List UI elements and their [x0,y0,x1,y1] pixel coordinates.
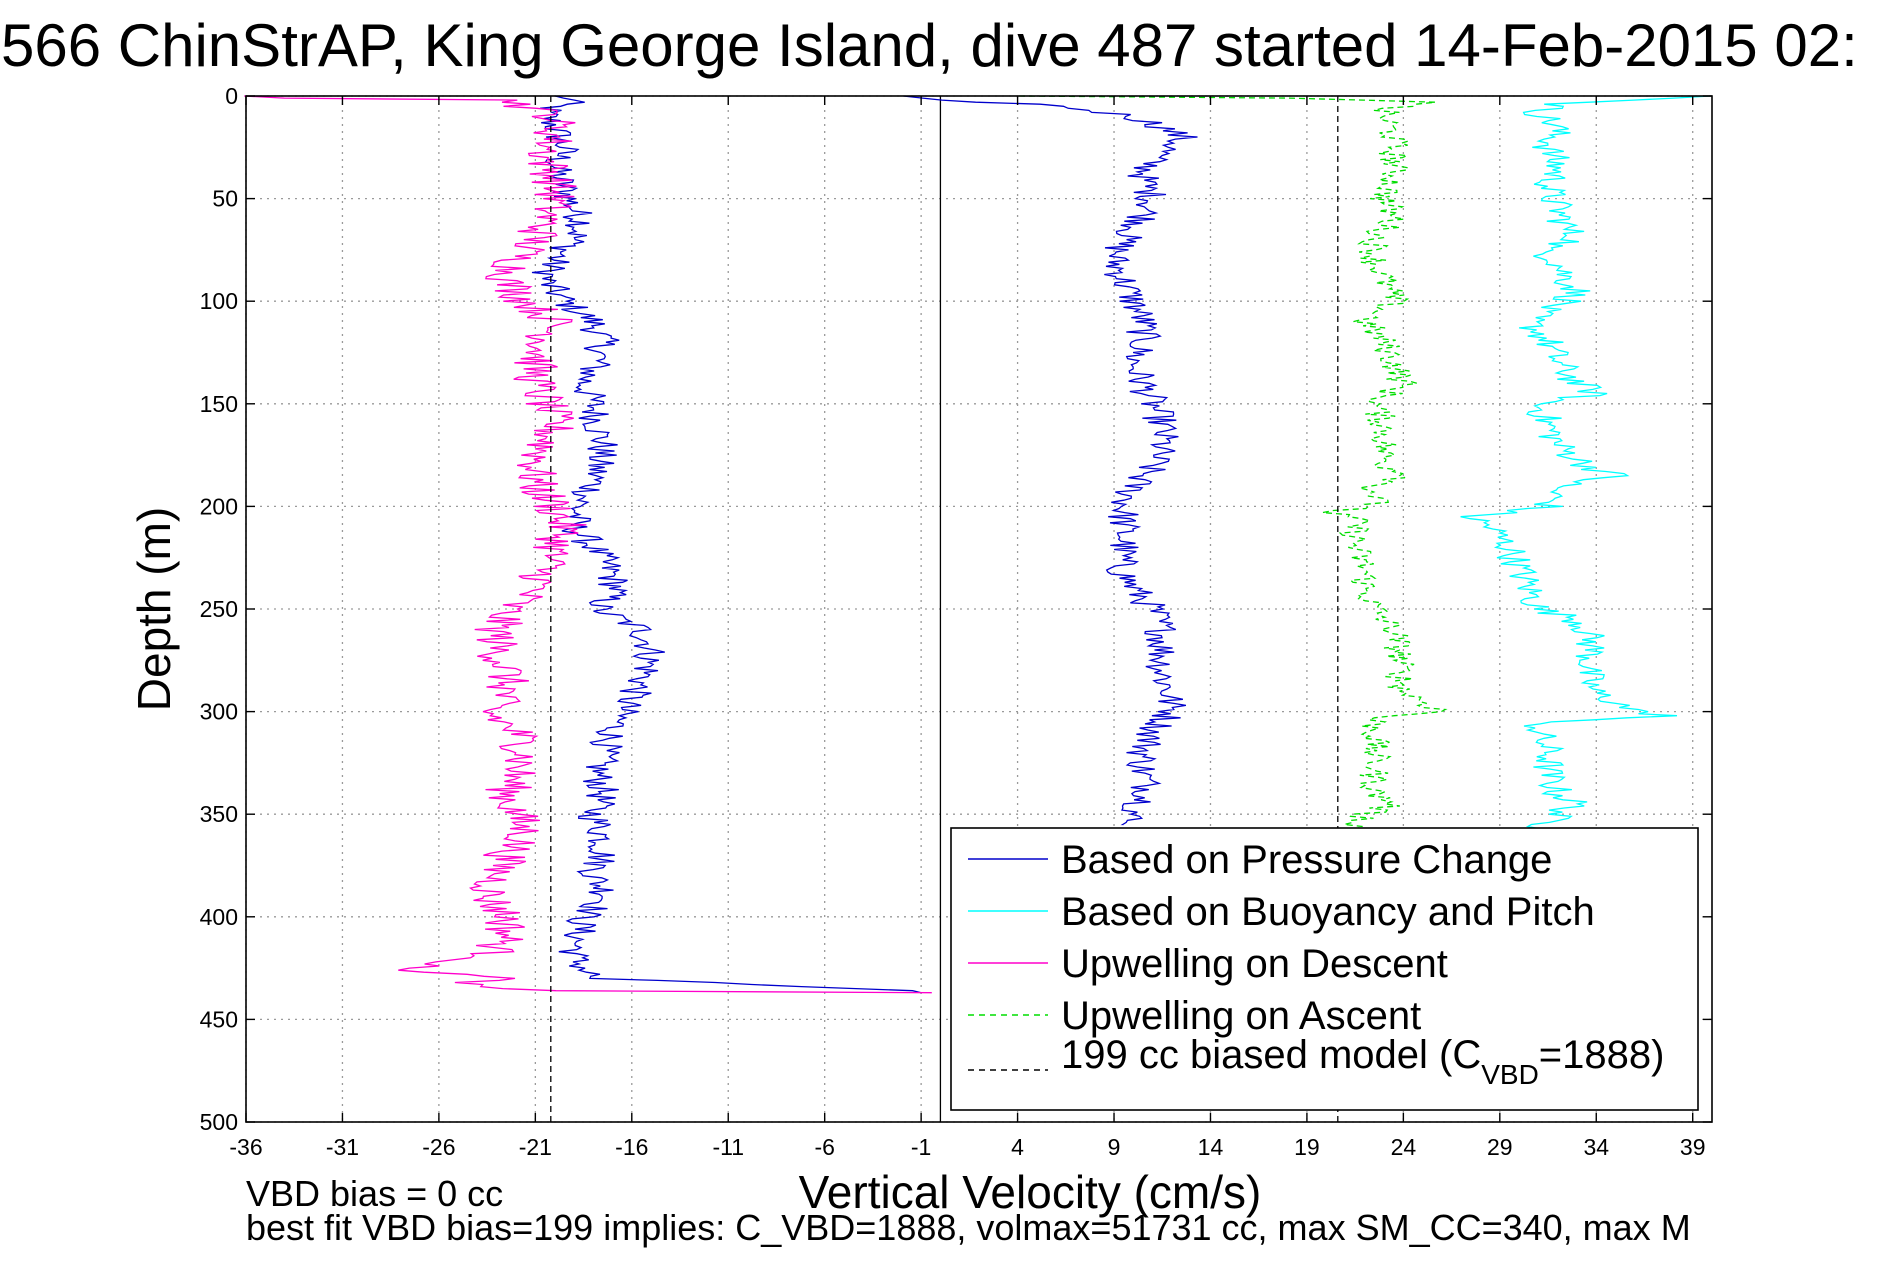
series-line-upwelling-on-descent [244,95,932,994]
y-tick-label: 0 [225,83,238,109]
y-tick-label: 200 [200,493,238,519]
x-tick-label: -21 [519,1134,552,1160]
x-tick-label: 34 [1583,1134,1609,1160]
y-tick-label: 350 [200,801,238,827]
axis-ticks: -36 -31 -26 -21 -16 -11 -6 -1 4 9 14 19 24 29 34 39 0 50 1… [200,83,1712,1160]
x-tick-label: 29 [1487,1134,1513,1160]
y-tick-label: 50 [212,186,238,212]
y-tick-label: 100 [200,288,238,314]
x-tick-label: 39 [1680,1134,1706,1160]
x-tick-label: -26 [422,1134,455,1160]
y-tick-label: 450 [200,1006,238,1032]
series-line-based-on-buoyancy-and-pitch [1460,95,1711,832]
y-axis-label: Depth (m) [128,507,180,711]
x-tick-label: -31 [326,1134,359,1160]
legend-box [950,827,1699,1111]
y-tick-label: 250 [200,596,238,622]
legend-label-descent: Upwelling on Descent [1061,942,1448,986]
x-tick-label: 24 [1391,1134,1417,1160]
x-tick-label: 19 [1294,1134,1320,1160]
y-tick-label: 300 [200,699,238,725]
legend-label-ascent: Upwelling on Ascent [1061,994,1421,1038]
x-tick-label: -11 [712,1134,744,1160]
legend: Based on Pressure Change Based on Buoyan… [950,827,1699,1111]
series-line-based-on-pressure-change [531,95,922,994]
legend-label-pressure: Based on Pressure Change [1061,838,1552,882]
chart-title: 566 ChinStrAP, King George Island, dive … [1,12,1858,79]
x-tick-label: 4 [1011,1134,1024,1160]
legend-label-buoyancy: Based on Buoyancy and Pitch [1061,890,1595,934]
legend-label-model: 199 cc biased model (CVBD=1888) [1061,1033,1664,1090]
y-tick-label: 400 [200,904,238,930]
x-tick-label: -36 [229,1134,262,1160]
y-tick-label: 150 [200,391,238,417]
best-fit-note: best fit VBD bias=199 implies: C_VBD=188… [246,1207,1691,1248]
x-tick-label: 9 [1108,1134,1121,1160]
x-tick-label: -6 [814,1134,834,1160]
x-axis-label: Vertical Velocity (cm/s) [799,1166,1262,1218]
x-tick-label: -1 [911,1134,931,1160]
series-line-based-on-pressure-change [903,95,1198,826]
y-tick-label: 500 [200,1109,238,1135]
x-tick-label: -16 [615,1134,648,1160]
x-tick-label: 14 [1198,1134,1224,1160]
vbd-bias-note: VBD bias = 0 cc [246,1173,503,1214]
series-line-upwelling-on-ascent [1018,95,1448,832]
